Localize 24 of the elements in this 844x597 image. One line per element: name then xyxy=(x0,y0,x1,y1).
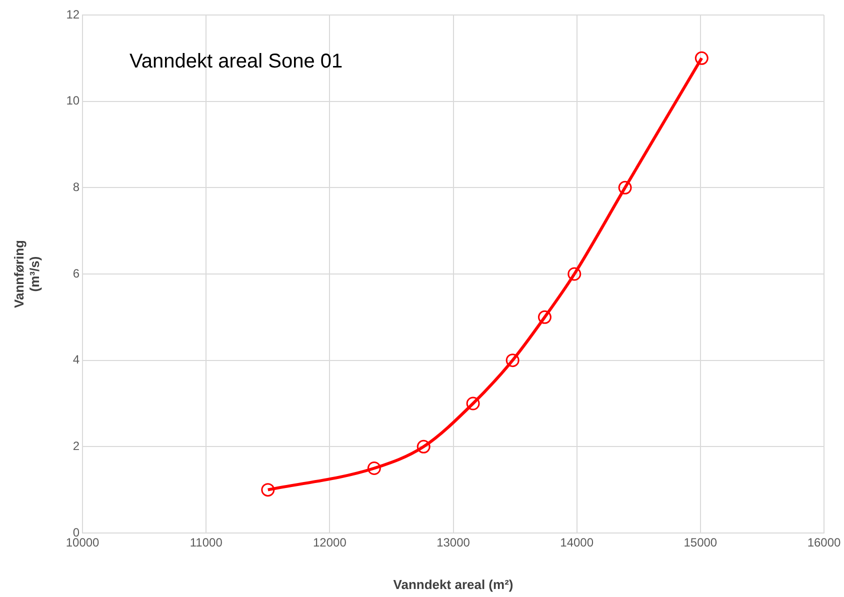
point xyxy=(261,483,275,497)
y-tick-label: 8 xyxy=(72,180,80,194)
point xyxy=(416,440,430,454)
point xyxy=(538,310,552,324)
point xyxy=(466,396,480,410)
point xyxy=(618,180,632,194)
point xyxy=(694,51,708,65)
y-tick-label: 6 xyxy=(72,266,80,280)
point xyxy=(568,267,582,281)
y-axis-title: Vannføring (m³/s) xyxy=(11,240,42,308)
y-tick-label: 4 xyxy=(72,352,80,367)
x-tick-label: 12000 xyxy=(313,536,347,550)
x-tick-label: 14000 xyxy=(560,536,594,550)
x-tick-label: 16000 xyxy=(807,536,842,550)
x-tick-label: 11000 xyxy=(190,536,223,550)
x-axis-title: Vanndekt areal (m²) xyxy=(393,576,514,592)
x-tick-label: 15000 xyxy=(684,536,718,550)
y-tick-label: 2 xyxy=(72,438,80,453)
y-tick-label: 12 xyxy=(66,7,80,22)
point xyxy=(506,354,520,368)
point xyxy=(367,462,381,475)
x-tick-label: 13000 xyxy=(436,536,470,550)
text: Vanndekt areal Sone 01 xyxy=(130,50,343,73)
y-tick-label: 10 xyxy=(66,94,80,108)
